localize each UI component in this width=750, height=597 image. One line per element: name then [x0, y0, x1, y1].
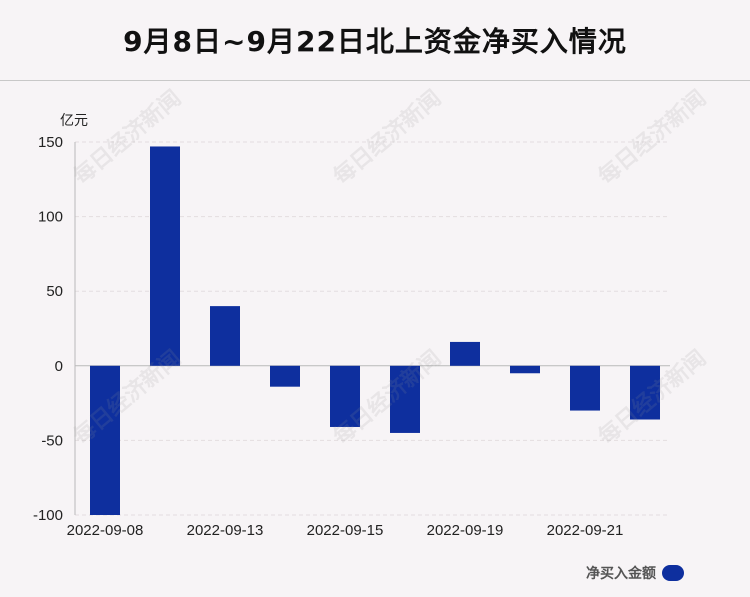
bar-chart: 150 100 50 0 -50 -100 亿元 2022-09-08 2022-09-13 20… [33, 113, 670, 539]
x-tick-label: 2022-09-13 [187, 522, 264, 539]
bar [270, 365, 300, 387]
x-tick-label: 2022-09-15 [307, 522, 384, 539]
chart-area: 150 100 50 0 -50 -100 亿元 2022-09-08 2022-09-13 20… [0, 80, 750, 593]
y-tick-label: 100 [38, 209, 63, 226]
y-tick-label: 0 [55, 358, 63, 375]
bar [510, 365, 540, 374]
y-tick-label: 150 [38, 134, 63, 151]
legend-swatch [662, 565, 684, 581]
legend: 净买入金额 [586, 563, 684, 583]
bar [330, 365, 360, 427]
y-tick-label: 50 [46, 283, 63, 300]
y-tick-label: -100 [33, 507, 63, 524]
x-tick-label: 2022-09-19 [427, 522, 504, 539]
chart-title: 9月8日~9月22日北上资金净买入情况 [123, 25, 627, 58]
bar [450, 341, 480, 366]
bar [210, 306, 240, 366]
bar [630, 365, 660, 420]
legend-label: 净买入金额 [586, 566, 656, 582]
y-tick-label: -50 [41, 432, 63, 449]
bar [570, 365, 600, 411]
bar [90, 365, 120, 515]
title-bar: 9月8日~9月22日北上资金净买入情况 [0, 0, 750, 81]
y-axis-label: 亿元 [60, 113, 88, 129]
bar [390, 365, 420, 433]
x-tick-label: 2022-09-21 [547, 522, 624, 539]
bar [150, 146, 180, 366]
x-tick-label: 2022-09-08 [67, 522, 144, 539]
